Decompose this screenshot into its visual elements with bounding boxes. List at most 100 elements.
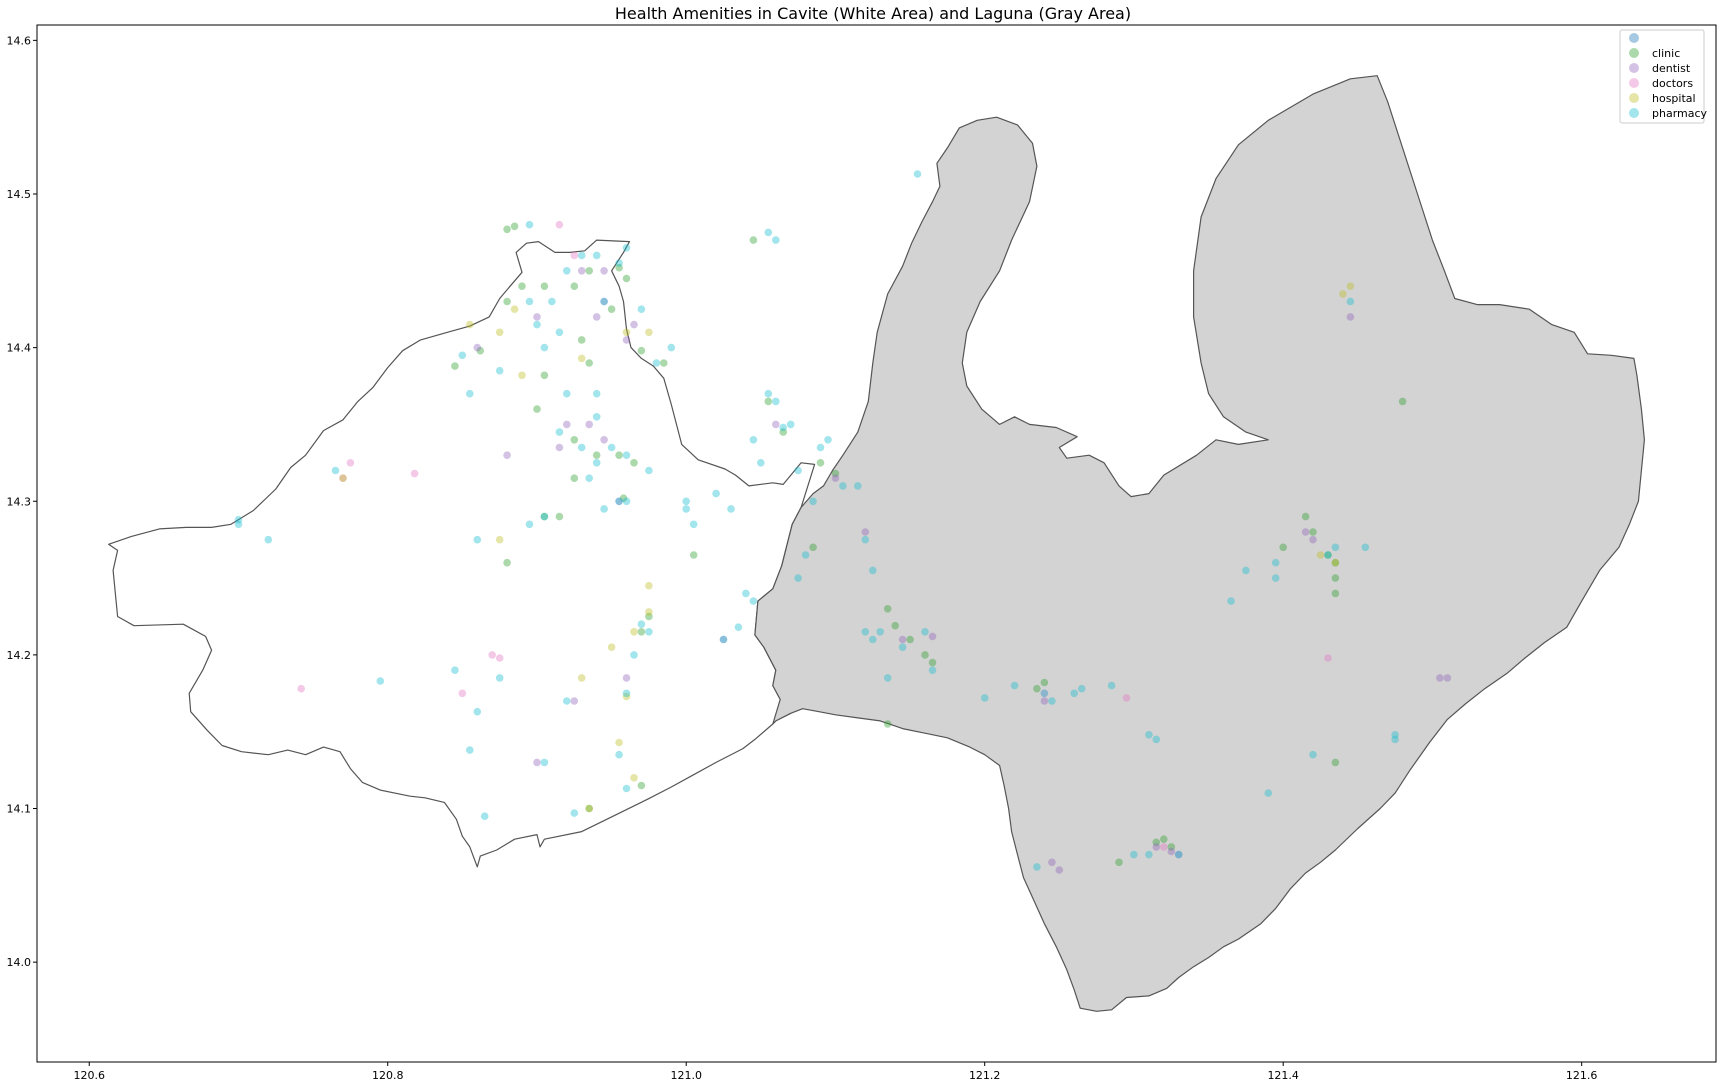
point-clinic <box>637 346 646 355</box>
x-tick-label: 121.0 <box>670 1069 702 1082</box>
point-pharmacy <box>824 436 832 444</box>
point-pharmacy <box>1107 681 1116 690</box>
point-hospital <box>1316 551 1325 559</box>
point-dentist <box>600 436 608 444</box>
point-pharmacy <box>615 259 623 267</box>
point-clinic <box>831 469 840 478</box>
point-clinic <box>607 305 616 314</box>
point-hospital <box>1346 282 1355 291</box>
point-clinic <box>928 658 937 667</box>
point-clinic <box>533 405 541 413</box>
point-hospital <box>630 774 638 782</box>
points-layer <box>234 170 1452 874</box>
point-clinic <box>779 428 787 436</box>
point-dentist <box>861 528 870 536</box>
legend-label-dentist: dentist <box>1652 62 1691 75</box>
point-pharmacy <box>466 389 474 398</box>
point-dentist <box>1055 866 1064 874</box>
point-hospital <box>615 738 623 747</box>
point-hospital <box>518 371 526 380</box>
point-doctors <box>1324 654 1332 662</box>
point-pharmacy <box>473 535 482 544</box>
point-pharmacy <box>600 297 608 306</box>
series-doctors <box>297 220 1332 851</box>
point-dentist <box>1301 528 1310 536</box>
point-pharmacy <box>816 443 825 452</box>
point-pharmacy <box>630 651 638 659</box>
point-pharmacy <box>645 466 653 475</box>
point-clinic <box>540 512 549 521</box>
y-tick-label: 14.3 <box>7 495 32 508</box>
point-pharmacy <box>540 512 549 521</box>
point-pharmacy <box>1048 697 1056 705</box>
point-clinic <box>1324 551 1332 559</box>
point-hospital <box>495 535 504 544</box>
point-hospital <box>645 328 653 337</box>
point-pharmacy <box>615 750 623 759</box>
point-clinic <box>764 397 773 406</box>
point-pharmacy <box>809 497 817 506</box>
point-pharmacy <box>1010 681 1019 690</box>
point-doctors <box>1122 694 1131 702</box>
point-hospital <box>577 674 586 682</box>
point-hospital <box>630 628 638 636</box>
point-pharmacy <box>712 489 720 498</box>
legend-label-hospital: hospital <box>1652 92 1696 105</box>
point-pharmacy <box>1130 850 1138 859</box>
point-pharmacy <box>645 628 653 636</box>
point-hospital <box>495 328 504 337</box>
point-clinic <box>615 263 623 272</box>
point-dentist <box>585 420 593 429</box>
point-clinic <box>906 635 914 644</box>
point-pharmacy <box>839 482 847 490</box>
point-pharmacy <box>607 443 616 452</box>
point-pharmacy <box>794 466 802 475</box>
point-clinic <box>585 267 593 275</box>
point-clinic <box>1152 838 1161 847</box>
point-clinic <box>1331 758 1340 767</box>
point-dentist <box>592 313 601 321</box>
point-pharmacy <box>615 497 623 506</box>
point-dentist <box>563 420 571 429</box>
point-clinic <box>540 371 549 380</box>
point-clinic <box>622 274 631 283</box>
point-clinic <box>1301 512 1310 521</box>
point-clinic <box>1309 528 1317 536</box>
point-clinic <box>816 459 825 467</box>
point-pharmacy <box>869 635 877 644</box>
point-dentist <box>473 343 482 352</box>
point-pharmacy <box>689 520 698 529</box>
point-clinic <box>510 222 519 231</box>
point-pharmacy <box>1331 543 1340 552</box>
point-dentist <box>533 758 541 767</box>
point-pharmacy <box>861 535 870 544</box>
point-pharmacy <box>869 566 877 575</box>
point-pharmacy <box>786 420 795 429</box>
point-pharmacy <box>540 343 549 352</box>
point-clinic <box>1040 678 1049 687</box>
point-dentist <box>1436 674 1444 682</box>
regions-layer <box>108 75 1645 1012</box>
point-dentist <box>898 635 907 644</box>
point-clinic <box>570 436 579 444</box>
point-pharmacy <box>622 497 631 506</box>
point-hospital <box>339 474 347 483</box>
legend: clinic dentist doctors hospital pharmacy <box>1619 29 1708 124</box>
point-clinic <box>749 236 758 244</box>
point-dentist <box>577 267 586 275</box>
point-clinic <box>891 621 899 630</box>
point-dentist <box>622 674 631 682</box>
region-laguna <box>754 75 1645 1012</box>
point-dentist <box>831 474 840 483</box>
point-pharmacy <box>495 674 504 682</box>
point-clinic <box>577 336 586 344</box>
point-pharmacy <box>734 623 743 631</box>
point-hospital <box>607 643 616 651</box>
point-pharmacy <box>1264 789 1273 797</box>
point-clinic <box>540 282 549 291</box>
point-pharmacy <box>592 459 601 467</box>
point-pharmacy <box>1271 574 1280 582</box>
point-hospital <box>1339 290 1347 298</box>
point-pharmacy <box>540 758 549 767</box>
point-doctors <box>339 474 347 483</box>
